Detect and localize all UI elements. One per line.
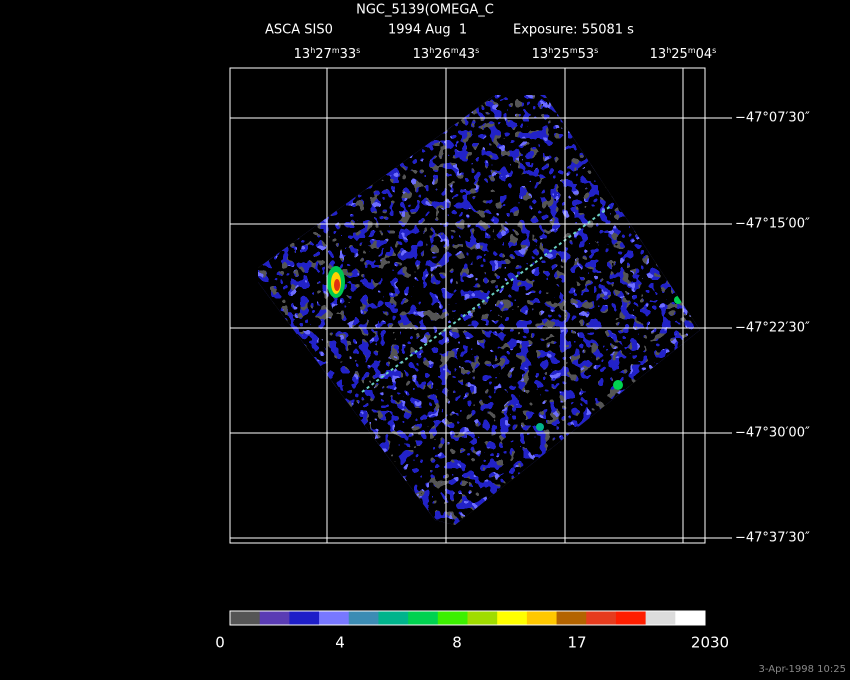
coordinate-grid [229, 67, 732, 544]
ra-unit: h [429, 46, 434, 55]
ra-label: 13h26m43s [413, 46, 480, 62]
colorbar-segment [348, 611, 379, 625]
ra-number: 13 [532, 47, 549, 62]
ra-number: 53 [578, 47, 595, 62]
ra-number: 13 [294, 47, 311, 62]
colorbar-segment [289, 611, 320, 625]
instrument: ASCA SIS0 [265, 23, 333, 38]
colorbar-label: 2030 [691, 634, 729, 652]
colorbar-segment [586, 611, 617, 625]
colorbar-segment [408, 611, 439, 625]
ra-labels: 13h27m33s 13h26m43s 13h25m53s 13h25m04s [294, 46, 717, 62]
ra-unit: m [332, 46, 340, 55]
colorbar-segment [526, 611, 558, 625]
dec-label: −47°22′30″ [735, 321, 810, 336]
colorbar-segment [615, 611, 647, 625]
colorbar-segment [378, 611, 409, 625]
ra-unit: h [548, 46, 553, 55]
colorbar-segment [259, 611, 290, 625]
ra-label: 13h27m33s [294, 46, 361, 62]
colorbar-segment [230, 611, 261, 625]
timestamp: 3-Apr-1998 10:25 [759, 664, 846, 675]
dec-label: −47°30′00″ [735, 426, 810, 441]
ra-number: 13 [650, 47, 667, 62]
ra-unit: s [712, 46, 716, 55]
dec-label: −47°15′00″ [735, 217, 810, 232]
xray-image [258, 95, 700, 525]
colorbar-segment [497, 611, 528, 625]
colorbar-segment [645, 611, 676, 625]
ra-number: 43 [459, 47, 476, 62]
ra-unit: m [451, 46, 459, 55]
colorbar-segment [437, 611, 468, 625]
ra-label: 13h25m04s [650, 46, 717, 62]
dec-labels: −47°07′30″ −47°15′00″ −47°22′30″ −47°30′00″… [735, 111, 810, 546]
ra-number: 13 [413, 47, 430, 62]
colorbar-label: 0 [215, 634, 225, 652]
ra-unit: h [666, 46, 671, 55]
dec-label: −47°07′30″ [735, 111, 810, 126]
ra-unit: m [570, 46, 578, 55]
dec-label: −47°37′30″ [735, 531, 810, 546]
colorbar-label: 4 [335, 634, 345, 652]
colorbar-segment [675, 611, 706, 625]
ra-label: 13h25m53s [532, 46, 599, 62]
ra-unit: h [310, 46, 315, 55]
ra-unit: s [356, 46, 360, 55]
colorbar: 0 4 8 17 2030 [215, 610, 729, 652]
ra-number: 25 [671, 47, 688, 62]
colorbar-label: 17 [567, 634, 586, 652]
ra-number: 25 [553, 47, 570, 62]
ra-number: 26 [434, 47, 451, 62]
colorbar-segment [319, 611, 350, 625]
ra-unit: m [688, 46, 696, 55]
ra-unit: s [594, 46, 598, 55]
ra-number: 27 [315, 47, 332, 62]
title: NGC_5139(OMEGA_C [356, 3, 494, 18]
ra-unit: s [475, 46, 479, 55]
ra-number: 33 [340, 47, 357, 62]
exposure: Exposure: 55081 s [513, 23, 634, 38]
colorbar-segment [556, 611, 587, 625]
colorbar-label: 8 [452, 634, 462, 652]
colorbar-segment [467, 611, 498, 625]
ra-number: 04 [696, 47, 713, 62]
obs-date: 1994 Aug 1 [388, 23, 467, 38]
colorbar-frame [229, 610, 706, 626]
